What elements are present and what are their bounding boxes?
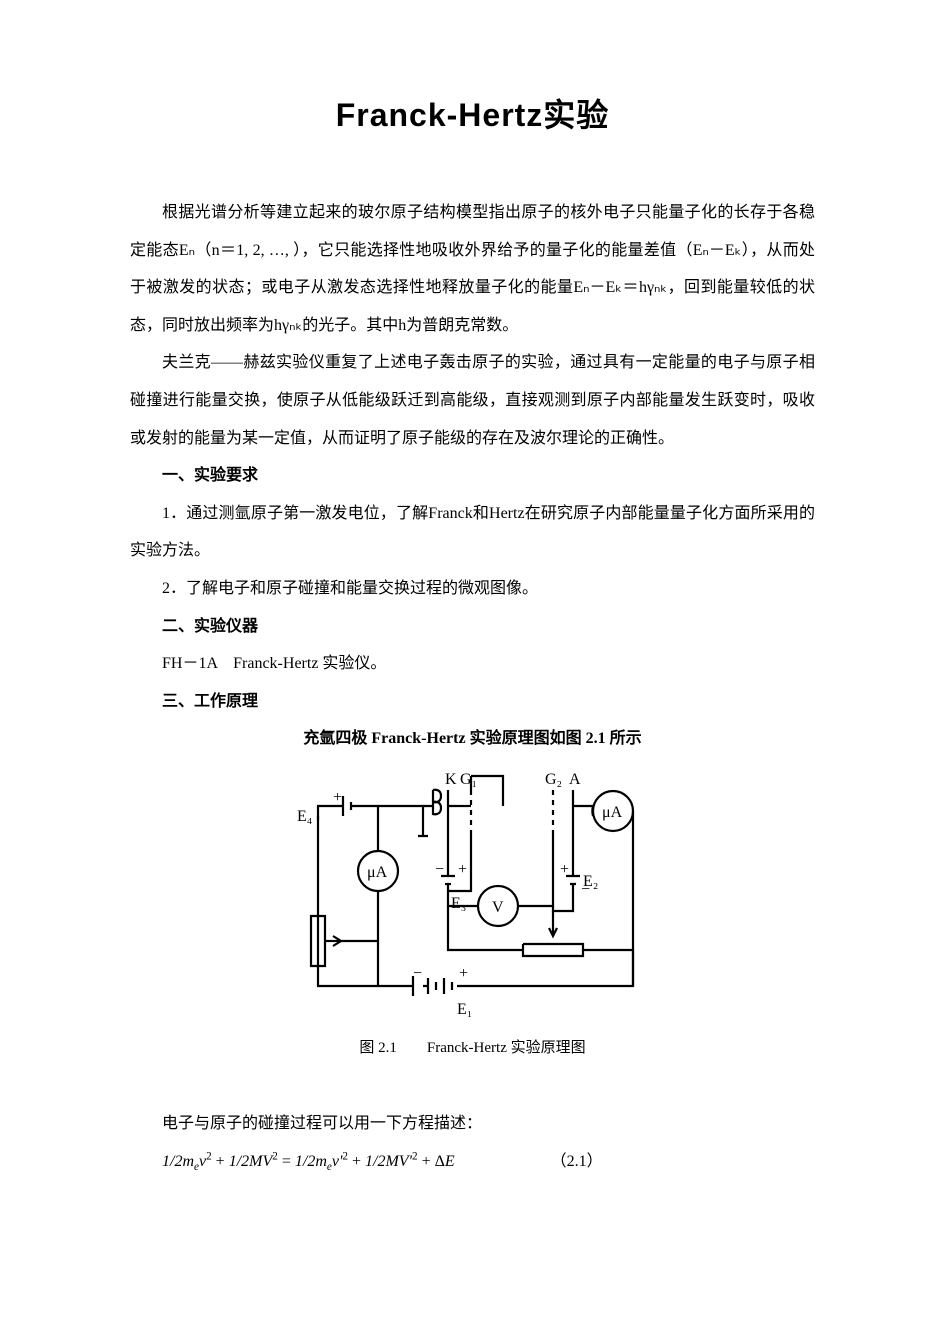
section-2-heading: 二、实验仪器 bbox=[130, 608, 815, 646]
label-v: V bbox=[492, 899, 504, 916]
figure-wrapper: E₄ + μA K G₁ G₂ A μA − + bbox=[130, 766, 815, 1028]
circuit-diagram: E₄ + μA K G₁ G₂ A μA − + bbox=[273, 766, 673, 1028]
figure-caption: 图 2.1 Franck-Hertz 实验原理图 bbox=[130, 1036, 815, 1057]
label-e4: E₄ bbox=[297, 808, 313, 825]
label-e3: E₃ bbox=[451, 895, 466, 912]
label-g2: G₂ bbox=[545, 771, 562, 788]
equation-line: 1/2mev2 + 1/2MV2 = 1/2mev'2 + 1/2MV'2 + … bbox=[130, 1143, 815, 1181]
label-ua-left: μA bbox=[367, 864, 388, 881]
requirement-2: 2．了解电子和原子碰撞和能量交换过程的微观图像。 bbox=[130, 570, 815, 608]
section-3-heading: 三、工作原理 bbox=[130, 683, 815, 721]
label-a: A bbox=[569, 771, 581, 788]
section-1-heading: 一、实验要求 bbox=[130, 457, 815, 495]
label-ua-right: μA bbox=[602, 804, 623, 821]
label-minus-e3: − bbox=[435, 861, 444, 878]
label-plus-e4: + bbox=[333, 789, 342, 806]
paragraph-2: 夫兰克——赫兹实验仪重复了上述电子轰击原子的实验，通过具有一定能量的电子与原子相… bbox=[130, 344, 815, 457]
paragraph-1: 根据光谱分析等建立起来的玻尔原子结构模型指出原子的核外电子只能量子化的长存于各稳… bbox=[130, 194, 815, 344]
label-plus-e1: + bbox=[459, 965, 468, 982]
label-plus-e3: + bbox=[458, 861, 467, 878]
figure-title: 充氩四极 Franck-Hertz 实验原理图如图 2.1 所示 bbox=[130, 724, 815, 748]
label-plus-e2: + bbox=[560, 861, 569, 878]
label-minus-e1: − bbox=[413, 965, 422, 982]
label-g1: G₁ bbox=[460, 771, 477, 788]
equation-intro: 电子与原子的碰撞过程可以用一下方程描述： bbox=[130, 1105, 815, 1143]
label-e1: E₁ bbox=[457, 1001, 472, 1018]
equation-number: （2.1） bbox=[519, 1143, 603, 1181]
requirement-1: 1．通过测氩原子第一激发电位，了解Franck和Hertz在研究原子内部能量量子… bbox=[130, 495, 815, 570]
page-title: Franck-Hertz实验 bbox=[130, 90, 815, 136]
label-minus-e2: − bbox=[581, 881, 590, 898]
instrument-line: FH－1A Franck-Hertz 实验仪。 bbox=[130, 645, 815, 683]
label-k: K bbox=[445, 771, 457, 788]
